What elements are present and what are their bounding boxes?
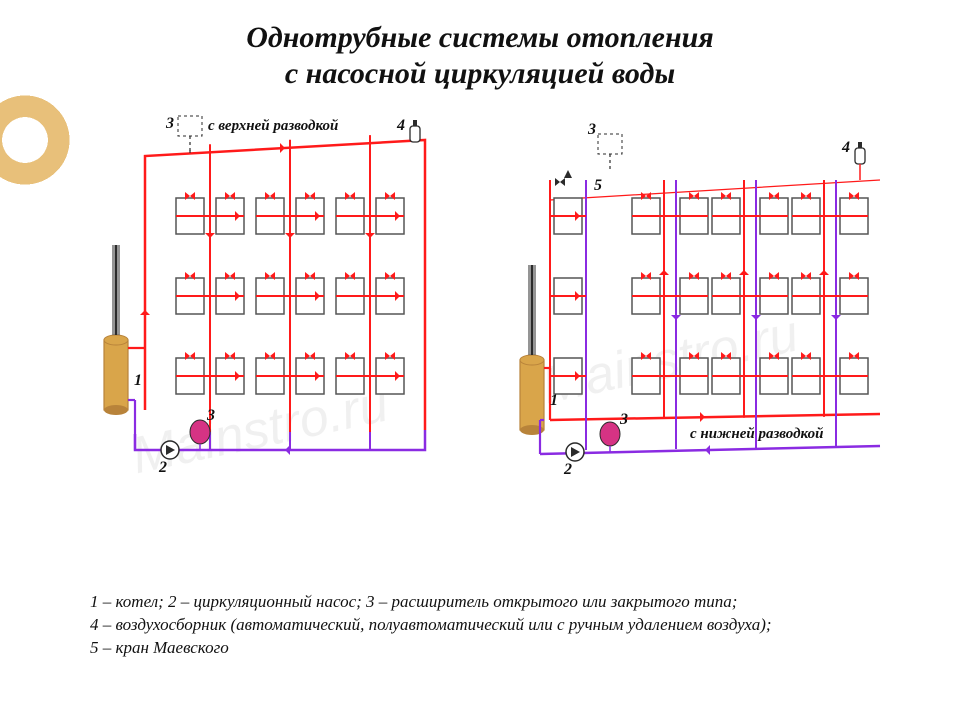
svg-text:4: 4 xyxy=(396,117,405,134)
title-line-1: Однотрубные системы отопления xyxy=(246,21,714,54)
page-title: Однотрубные системы отопления с насосной… xyxy=(0,20,960,92)
legend-line-3: 5 – кран Маевского xyxy=(90,637,772,660)
svg-text:3: 3 xyxy=(165,115,174,132)
legend-line-2: 4 – воздухосборник (автоматический, полу… xyxy=(90,614,772,637)
svg-text:1: 1 xyxy=(550,392,558,409)
title-line-2: с насосной циркуляцией воды xyxy=(285,57,675,90)
svg-text:с верхней разводкой: с верхней разводкой xyxy=(208,118,338,134)
svg-text:3: 3 xyxy=(206,407,215,424)
svg-text:3: 3 xyxy=(587,121,596,138)
svg-text:3: 3 xyxy=(619,411,628,428)
svg-text:2: 2 xyxy=(563,461,572,478)
svg-text:с нижней разводкой: с нижней разводкой xyxy=(690,426,823,442)
svg-text:2: 2 xyxy=(158,459,167,476)
legend-line-1: 1 – котел; 2 – циркуляционный насос; 3 –… xyxy=(90,591,772,614)
heating-diagram: 1 2 3 3 4 с верхней разводкой 5 4 3 1 2 3 с нижней р… xyxy=(90,110,910,540)
slide-deco-ring xyxy=(0,95,70,185)
svg-text:4: 4 xyxy=(841,139,850,156)
legend-block: 1 – котел; 2 – циркуляционный насос; 3 –… xyxy=(90,591,772,660)
svg-text:1: 1 xyxy=(134,372,142,389)
svg-text:5: 5 xyxy=(594,177,602,194)
